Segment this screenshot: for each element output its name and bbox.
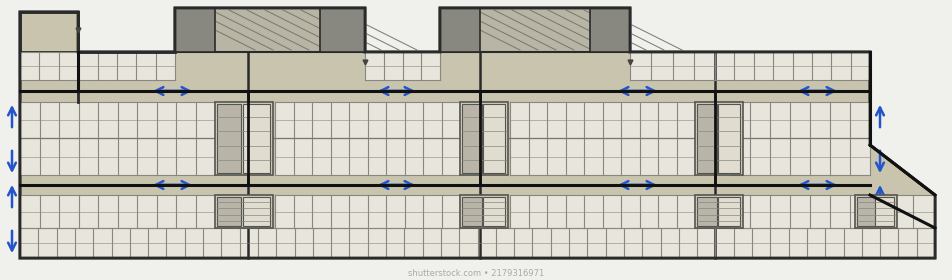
Bar	[695, 102, 743, 175]
Bar	[20, 228, 935, 258]
Bar	[215, 195, 273, 228]
Bar	[320, 8, 365, 52]
Bar	[175, 8, 215, 52]
Bar	[460, 102, 508, 175]
Bar	[718, 104, 740, 173]
Bar	[718, 197, 740, 226]
Bar	[875, 197, 894, 226]
Bar	[630, 52, 715, 80]
Bar	[857, 197, 875, 226]
Bar	[217, 104, 242, 173]
Bar	[217, 197, 242, 226]
Bar	[730, 102, 870, 138]
Bar	[715, 52, 870, 80]
Bar	[510, 102, 695, 138]
Polygon shape	[20, 8, 935, 258]
Bar	[243, 197, 269, 226]
Bar	[695, 195, 743, 228]
Bar	[20, 102, 215, 138]
Bar	[275, 195, 460, 228]
Bar	[697, 104, 717, 173]
Bar	[365, 52, 440, 80]
Bar	[440, 8, 480, 52]
Bar	[275, 138, 460, 175]
Bar	[870, 195, 935, 228]
Bar	[483, 197, 506, 226]
Bar	[215, 102, 273, 175]
Bar	[20, 12, 78, 52]
Bar	[462, 197, 482, 226]
Bar	[462, 104, 482, 173]
Bar	[590, 8, 630, 52]
Bar	[440, 8, 630, 52]
Bar	[20, 195, 215, 228]
Bar	[483, 104, 506, 173]
Bar	[855, 195, 897, 228]
Bar	[510, 195, 695, 228]
Bar	[510, 138, 695, 175]
Text: shutterstock.com • 2179316971: shutterstock.com • 2179316971	[407, 269, 545, 277]
Bar	[730, 195, 870, 228]
Bar	[730, 138, 870, 175]
Bar	[20, 52, 175, 80]
Bar	[175, 8, 365, 52]
Bar	[20, 138, 215, 175]
Bar	[243, 104, 269, 173]
Bar	[275, 102, 460, 138]
Bar	[697, 197, 717, 226]
Bar	[460, 195, 508, 228]
